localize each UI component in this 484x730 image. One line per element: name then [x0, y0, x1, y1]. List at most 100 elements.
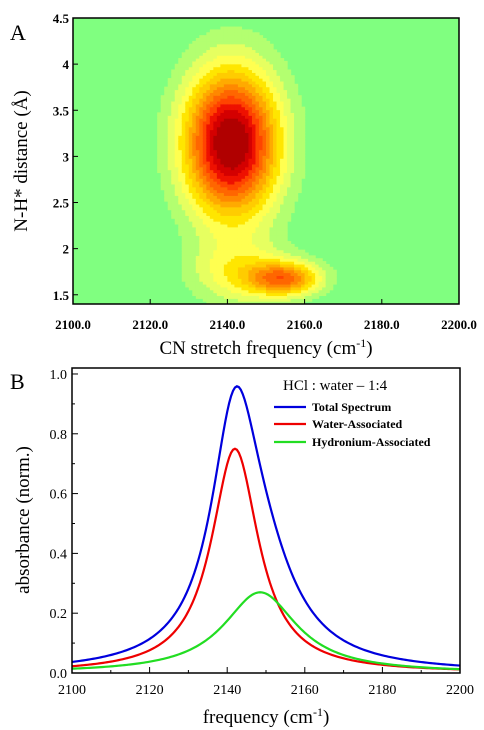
heatmap-cell	[266, 195, 271, 199]
heatmap-cell	[251, 223, 257, 228]
heatmap-cell	[209, 32, 214, 36]
heatmap-cell	[251, 221, 257, 225]
heatmap-cell	[209, 192, 214, 196]
heatmap-cell	[181, 155, 186, 159]
heatmap-cell	[283, 92, 288, 96]
heatmap-cell	[195, 272, 200, 276]
heatmap-cell	[192, 266, 197, 271]
heatmap-cell	[248, 152, 253, 156]
heatmap-cell	[276, 263, 281, 268]
line-x-tick-label: 2100	[58, 683, 86, 698]
heatmap-cell	[294, 112, 299, 116]
heatmap-cell	[202, 123, 207, 128]
heatmap-cell	[178, 169, 183, 174]
heatmap-cell	[209, 72, 214, 76]
heatmap-cell	[283, 129, 288, 133]
heatmap-cell	[241, 255, 246, 259]
heatmap-cell	[209, 112, 214, 116]
heatmap-cell	[185, 215, 190, 219]
heatmap-cell	[213, 232, 218, 236]
heatmap-cell	[188, 161, 193, 165]
heatmap-cell	[290, 166, 295, 171]
heatmap-cell	[185, 89, 190, 93]
heatmap-cell	[255, 63, 260, 68]
heatmap-cell	[251, 266, 257, 271]
heatmap-cell	[209, 172, 214, 176]
heatmap-cell	[255, 78, 260, 82]
heatmap-cell	[297, 266, 302, 271]
heatmap-cell	[280, 72, 285, 76]
heatmap-cell	[227, 163, 232, 168]
heatmap-cell	[188, 278, 193, 282]
heatmap-cell	[294, 120, 299, 125]
heatmap-cell	[287, 158, 292, 162]
heatmap-cell	[280, 181, 285, 185]
heatmap-cell	[244, 186, 250, 191]
heatmap-cell	[223, 83, 228, 88]
heatmap-cell	[209, 229, 214, 234]
heatmap-cell	[244, 58, 250, 62]
heatmap-cell	[195, 201, 200, 205]
heatmap-cell	[276, 298, 281, 302]
heatmap-cell	[174, 195, 179, 199]
heatmap-cell	[192, 49, 197, 53]
heatmap-cell	[202, 109, 207, 113]
heatmap-cell	[280, 63, 285, 68]
heatmap-cell	[280, 298, 285, 302]
heatmap-cell	[283, 266, 288, 271]
heatmap-cell	[188, 195, 193, 199]
heatmap-cell	[174, 218, 179, 222]
heatmap-cell	[276, 209, 281, 214]
heatmap-cell	[216, 175, 221, 179]
heatmap-cell	[213, 229, 218, 234]
heatmap-cell	[237, 103, 243, 108]
heatmap-cell	[230, 46, 236, 51]
heatmap-cell	[178, 195, 183, 199]
heatmap-cell	[258, 301, 264, 304]
heatmap-cell	[234, 158, 239, 162]
heatmap-cell	[258, 223, 264, 228]
heatmap-cell	[199, 209, 204, 214]
heatmap-cell	[160, 181, 165, 185]
heatmap-cell	[164, 106, 169, 111]
heatmap-cell	[329, 266, 334, 271]
heatmap-cell	[255, 278, 260, 282]
heatmap-cell	[174, 95, 179, 99]
heatmap-cell	[244, 146, 250, 151]
heatmap-cell	[223, 252, 228, 256]
heatmap-cell	[213, 178, 218, 182]
heatmap-cell	[262, 226, 267, 231]
heatmap-cell	[301, 169, 306, 174]
heatmap-cell	[185, 155, 190, 159]
heatmap-cell	[195, 286, 200, 291]
heatmap-cell	[276, 75, 281, 79]
heatmap-cell	[192, 163, 197, 168]
heatmap-cell	[199, 258, 204, 262]
heatmap-cell	[206, 283, 211, 288]
heatmap-cell	[258, 226, 264, 231]
heatmap-cell	[206, 52, 211, 56]
heatmap-cell	[209, 86, 214, 91]
heatmap-cell	[237, 32, 243, 36]
heatmap-cell	[195, 232, 200, 236]
heatmap-cell	[185, 86, 190, 91]
heatmap-cell	[223, 26, 228, 31]
heatmap-cell	[237, 215, 243, 219]
heatmap-cell	[223, 209, 228, 214]
heatmap-cell	[290, 172, 295, 176]
heatmap-cell	[227, 35, 232, 39]
heatmap-cell	[241, 35, 246, 39]
heatmap-cell	[185, 272, 190, 276]
heatmap-cell	[230, 69, 236, 73]
heatmap-cell	[311, 255, 316, 259]
heatmap-cell	[157, 146, 162, 151]
heatmap-cell	[276, 195, 281, 199]
heatmap-cell	[273, 246, 278, 251]
heatmap-cell	[220, 232, 225, 236]
heatmap-cell	[195, 183, 200, 188]
heatmap-cell	[262, 283, 267, 288]
heatmap-cell	[164, 175, 169, 179]
heatmap-cell	[181, 132, 186, 136]
heatmap-cell	[188, 275, 193, 279]
heatmap-cell	[185, 175, 190, 179]
